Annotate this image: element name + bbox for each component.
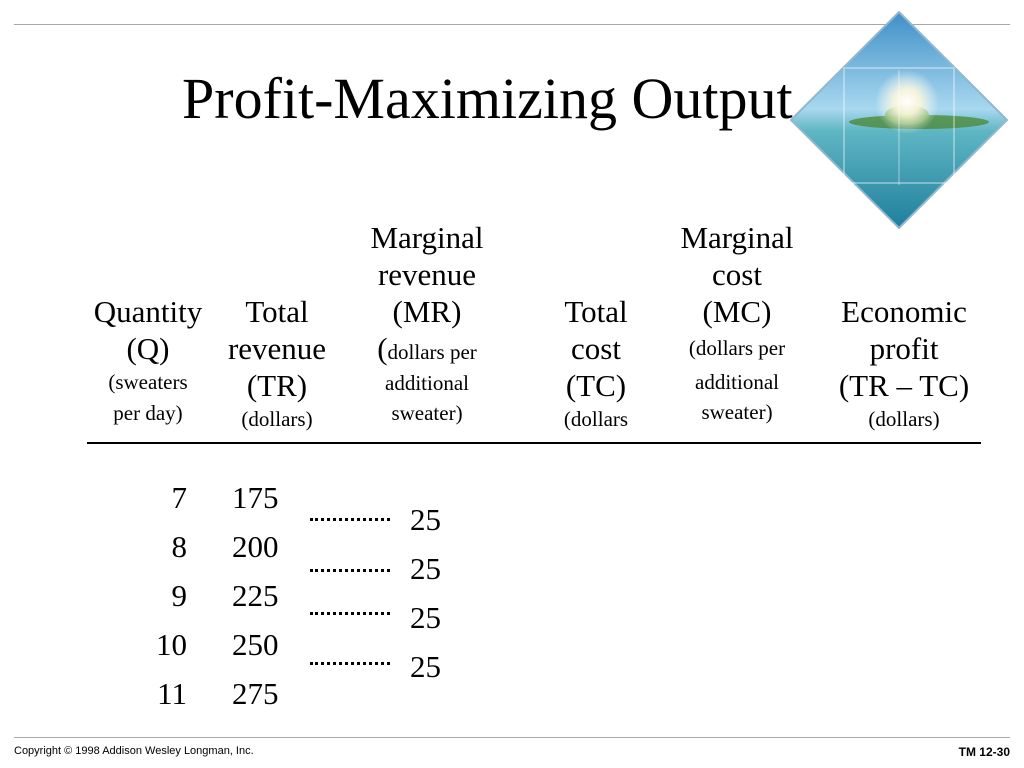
col-header-quantity: Quantity (Q) (sweaters per day) [93, 294, 203, 425]
marginal-revenue-cell: 25 [410, 649, 441, 684]
total-revenue-cell: 250 [232, 627, 279, 662]
quantity-cell: 11 [157, 676, 187, 711]
copyright-notice: Copyright © 1998 Addison Wesley Longman,… [14, 745, 254, 757]
total-revenue-cell: 275 [232, 676, 279, 711]
marginal-revenue-cell: 25 [410, 502, 441, 537]
dotted-leader [310, 612, 390, 615]
total-revenue-cell: 225 [232, 578, 279, 613]
marginal-revenue-cell: 25 [410, 600, 441, 635]
col-header-marginal-revenue: Marginal revenue (MR) (dollars per addit… [370, 220, 484, 425]
marginal-revenue-cell: 25 [410, 551, 441, 586]
header-underline [87, 442, 981, 444]
col-header-total-revenue: Total revenue (TR) (dollars) [227, 294, 327, 431]
total-revenue-cell: 175 [232, 480, 279, 515]
col-header-economic-profit: Economic profit (TR – TC) (dollars) [838, 294, 970, 431]
col-header-marginal-cost: Marginal cost (MC) (dollars per addition… [680, 220, 794, 424]
dotted-leader [310, 518, 390, 521]
total-revenue-cell: 200 [232, 529, 279, 564]
dotted-leader [310, 662, 390, 665]
island-photo-decoration [789, 10, 1009, 230]
dotted-leader [310, 569, 390, 572]
quantity-cell: 9 [171, 578, 188, 613]
slide-title: Profit-Maximizing Output [182, 66, 793, 131]
top-rule [14, 24, 1010, 25]
quantity-cell: 7 [171, 480, 188, 515]
slide-id: TM 12-30 [958, 745, 1010, 759]
quantity-cell: 8 [171, 529, 188, 564]
quantity-cell: 10 [156, 627, 187, 662]
col-header-total-cost: Total cost (TC) (dollars [563, 294, 629, 431]
bottom-rule [14, 737, 1010, 738]
